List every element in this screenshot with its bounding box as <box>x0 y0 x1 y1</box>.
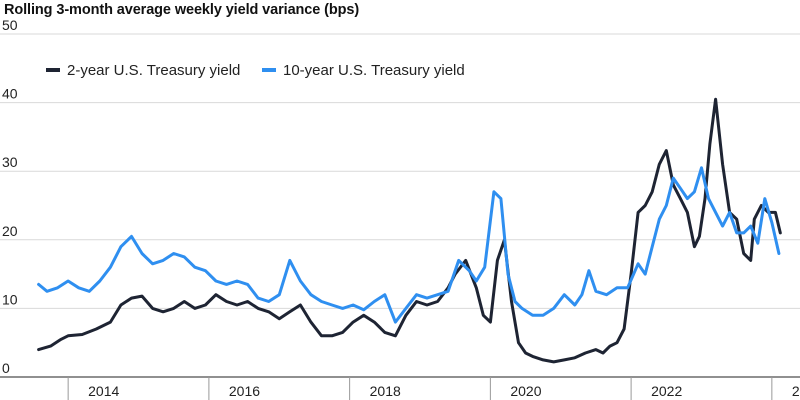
gridlines <box>0 33 800 309</box>
chart-title: Rolling 3-month average weekly yield var… <box>4 2 360 18</box>
x-tick-label: 2014 <box>88 383 119 399</box>
x-tick-label: 2024 <box>792 383 800 399</box>
series-line-two-year <box>37 97 782 364</box>
y-tick-label: 30 <box>2 154 18 170</box>
series-lines <box>37 97 782 364</box>
y-axis-ticks: 0 10 20 30 40 50 <box>2 17 18 376</box>
y-tick-label: 20 <box>2 223 18 239</box>
x-tick-label: 2018 <box>370 383 401 399</box>
series-line-ten-year <box>37 166 781 324</box>
y-tick-label: 50 <box>2 17 18 33</box>
legend-label-ten-year: 10-year U.S. Treasury yield <box>283 62 465 79</box>
y-tick-label: 40 <box>2 86 18 102</box>
y-tick-label: 10 <box>2 291 18 307</box>
x-tick-label: 2016 <box>229 383 260 399</box>
legend-label-two-year: 2-year U.S. Treasury yield <box>67 62 240 79</box>
x-tick-label: 2020 <box>510 383 541 399</box>
x-axis: 2014 2016 2018 2020 2022 2024 <box>0 376 800 400</box>
x-tick-label: 2022 <box>651 383 682 399</box>
legend: 2-year U.S. Treasury yield 10-year U.S. T… <box>46 62 465 79</box>
y-tick-label: 0 <box>2 360 10 376</box>
